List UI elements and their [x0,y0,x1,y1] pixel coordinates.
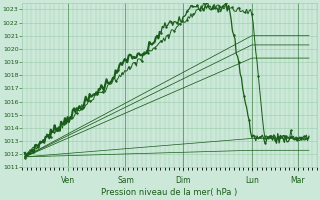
X-axis label: Pression niveau de la mer( hPa ): Pression niveau de la mer( hPa ) [101,188,238,197]
